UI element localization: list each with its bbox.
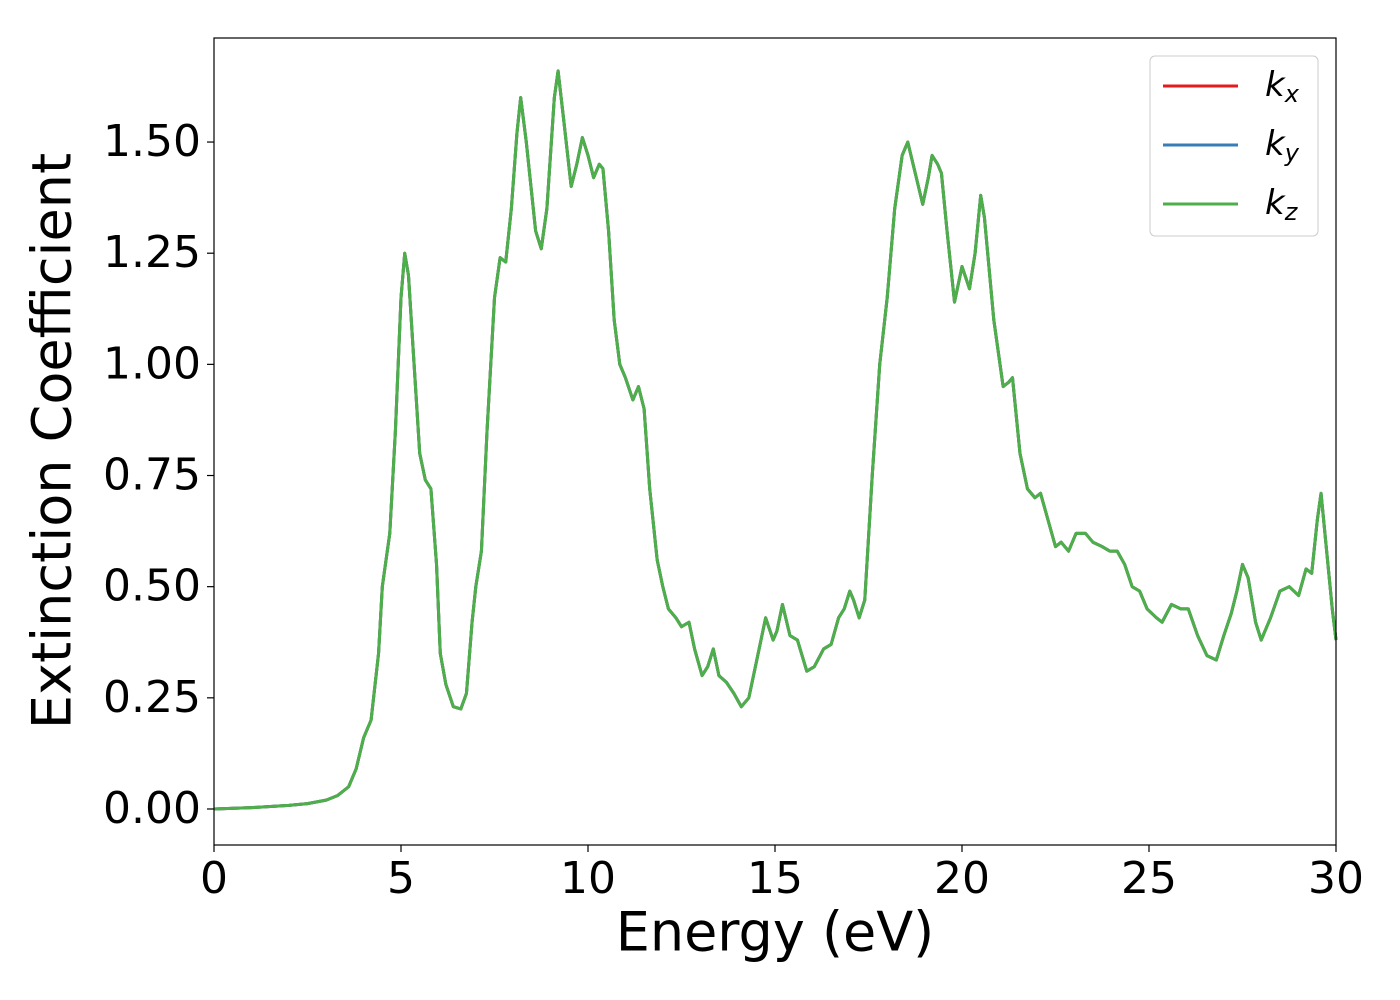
data-line: [213, 69, 1338, 811]
y-tick-label: 1.25: [103, 227, 201, 278]
y-tick-label: 0.50: [103, 561, 201, 612]
x-tick-label: 15: [747, 853, 803, 904]
x-tick-label: 0: [200, 853, 228, 904]
y-tick-label: 1.50: [103, 116, 201, 167]
x-tick-label: 10: [560, 853, 616, 904]
y-tick-label: 0.25: [103, 672, 201, 723]
x-tick-label: 30: [1308, 853, 1364, 904]
plot-frame: [213, 37, 1337, 846]
x-tick-label: 25: [1121, 853, 1177, 904]
x-tick-label: 20: [934, 853, 990, 904]
legend-label: kx: [1265, 65, 1300, 109]
y-axis-label: Extinction Coefficient: [21, 153, 84, 729]
y-tick-label: 0.00: [103, 783, 201, 834]
y-tick-label: 1.00: [103, 338, 201, 389]
x-tick-label: 5: [387, 853, 415, 904]
y-tick-label: 0.75: [103, 450, 201, 501]
legend-label: ky: [1265, 124, 1300, 168]
legend-label: kz: [1265, 183, 1299, 227]
x-axis-label: Energy (eV): [616, 901, 935, 964]
